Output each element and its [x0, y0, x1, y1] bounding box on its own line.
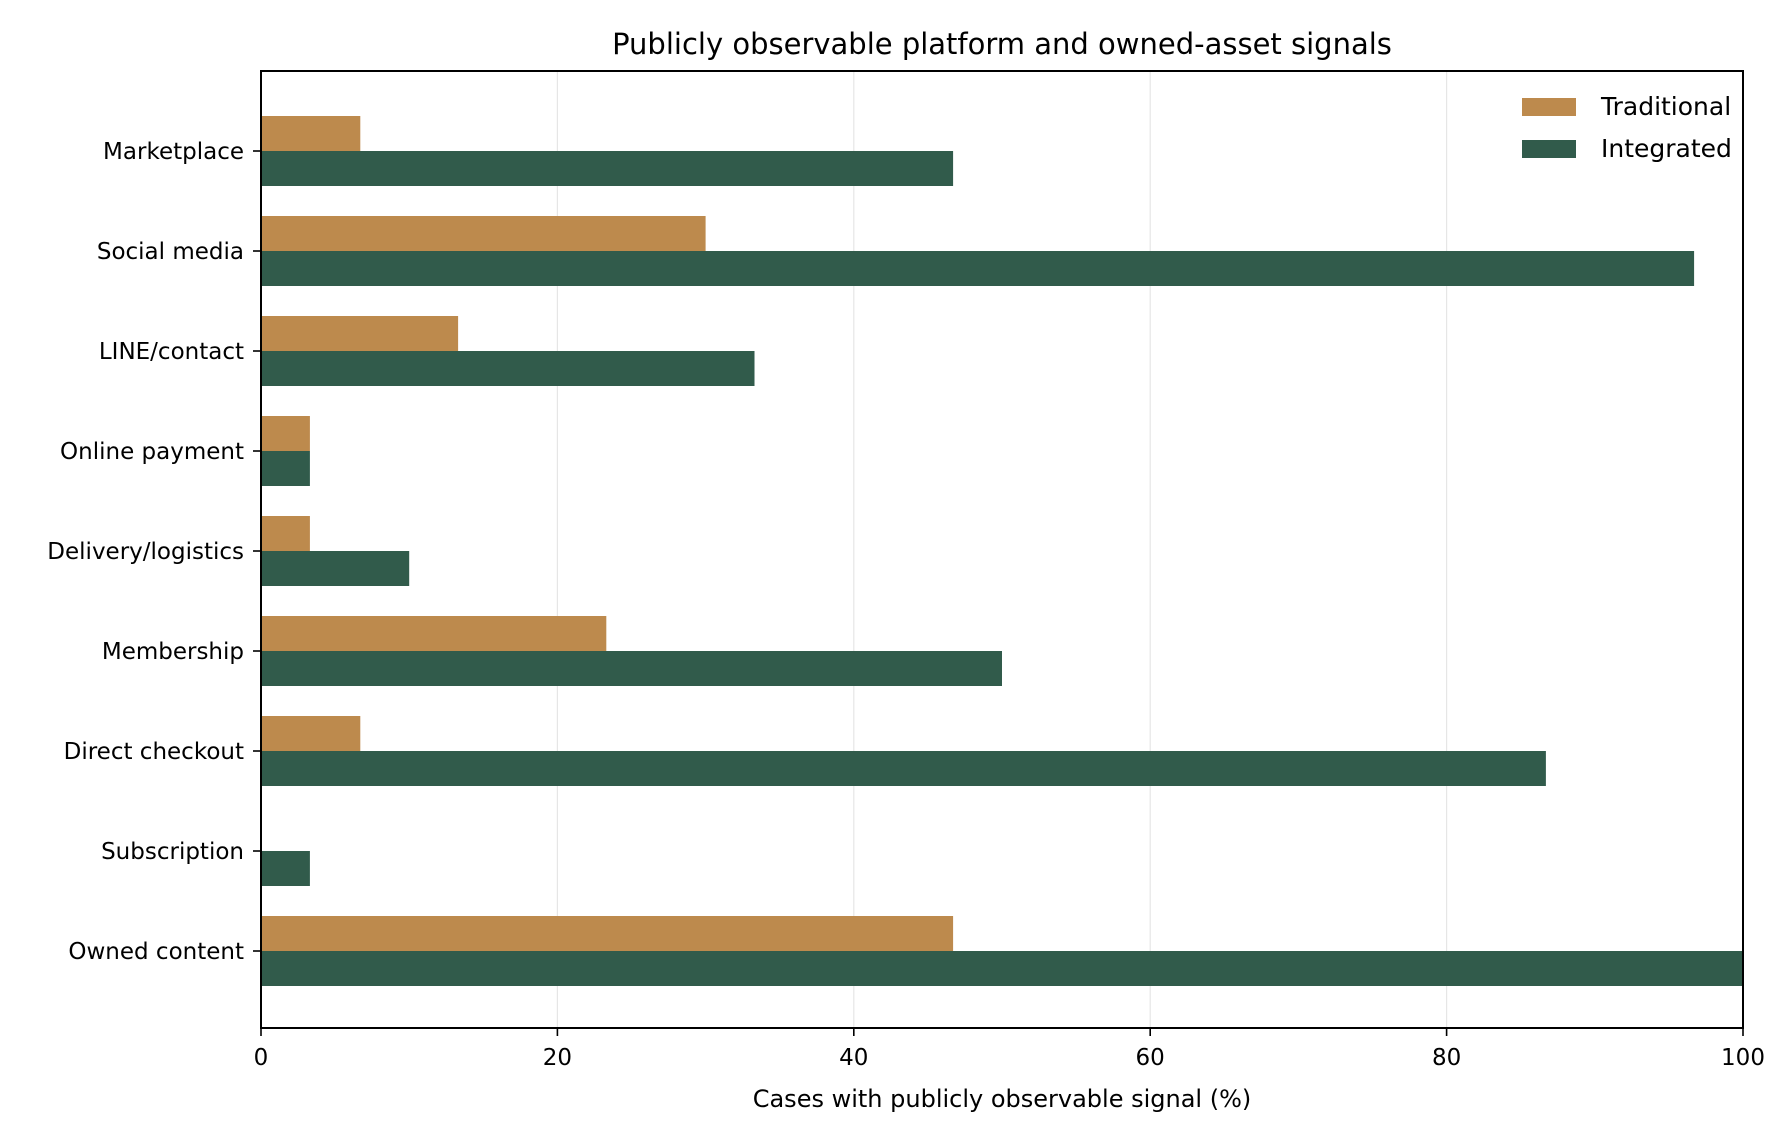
bar-layer [261, 116, 1743, 986]
grid-layer [260, 71, 1744, 1028]
bar-traditional-direct-checkout [261, 716, 361, 751]
x-tick-label: 80 [1432, 1045, 1461, 1071]
x-tick-label: 0 [254, 1045, 269, 1071]
y-tick-label: Online payment [60, 439, 244, 465]
y-tick-label: LINE/contact [99, 339, 244, 365]
y-tick-label: Membership [102, 639, 244, 665]
bar-traditional-membership [261, 616, 607, 651]
plot-frame [260, 70, 1744, 1029]
chart-title: Publicly observable platform and owned-a… [612, 27, 1392, 61]
x-tick-label: 20 [543, 1045, 572, 1071]
x-tick-label: 40 [839, 1045, 868, 1071]
legend-label-integrated: Integrated [1601, 134, 1732, 163]
bar-integrated-owned-content [261, 951, 1743, 986]
bar-traditional-social-media [261, 216, 706, 251]
bar-integrated-social-media [261, 251, 1695, 286]
legend: Traditional Integrated [1522, 92, 1732, 163]
bar-traditional-online-payment [261, 416, 310, 451]
legend-swatch-integrated [1522, 140, 1576, 158]
bar-integrated-subscription [261, 851, 310, 886]
x-tick-label: 100 [1721, 1045, 1765, 1071]
bar-integrated-line-contact [261, 351, 755, 386]
bar-integrated-direct-checkout [261, 751, 1546, 786]
bar-traditional-line-contact [261, 316, 459, 351]
y-tick-label: Social media [97, 239, 244, 265]
tick-layer: 0 20 40 60 80 100 Marketplace Social media LINE/… [47, 139, 1765, 1071]
y-tick-label: Marketplace [103, 139, 244, 165]
bar-traditional-marketplace [261, 116, 361, 151]
legend-swatch-traditional [1522, 98, 1576, 116]
x-tick-label: 60 [1136, 1045, 1165, 1071]
y-tick-label: Subscription [101, 839, 244, 865]
bar-traditional-owned-content [261, 916, 954, 951]
bar-traditional-delivery-logistics [261, 516, 310, 551]
y-tick-label: Delivery/logistics [47, 539, 244, 565]
bar-integrated-online-payment [261, 451, 310, 486]
y-tick-label: Direct checkout [64, 739, 244, 765]
bar-integrated-delivery-logistics [261, 551, 410, 586]
legend-label-traditional: Traditional [1600, 92, 1731, 121]
x-axis-label: Cases with publicly observable signal (%… [753, 1085, 1252, 1113]
bar-integrated-marketplace [261, 151, 954, 186]
bar-integrated-membership [261, 651, 1002, 686]
y-tick-label: Owned content [68, 939, 244, 965]
